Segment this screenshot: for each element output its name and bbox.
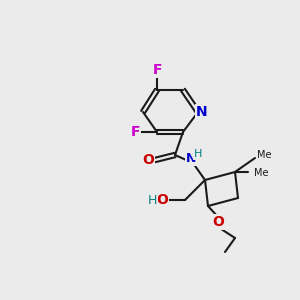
Text: F: F: [130, 125, 140, 139]
Text: N: N: [186, 152, 196, 164]
Text: Me: Me: [254, 168, 268, 178]
Text: N: N: [196, 105, 208, 119]
Text: H: H: [194, 149, 202, 159]
Text: O: O: [142, 153, 154, 167]
Text: F: F: [152, 63, 162, 77]
Text: O: O: [156, 193, 168, 207]
Text: Me: Me: [257, 150, 272, 160]
Text: H: H: [147, 194, 157, 206]
Text: O: O: [212, 215, 224, 229]
